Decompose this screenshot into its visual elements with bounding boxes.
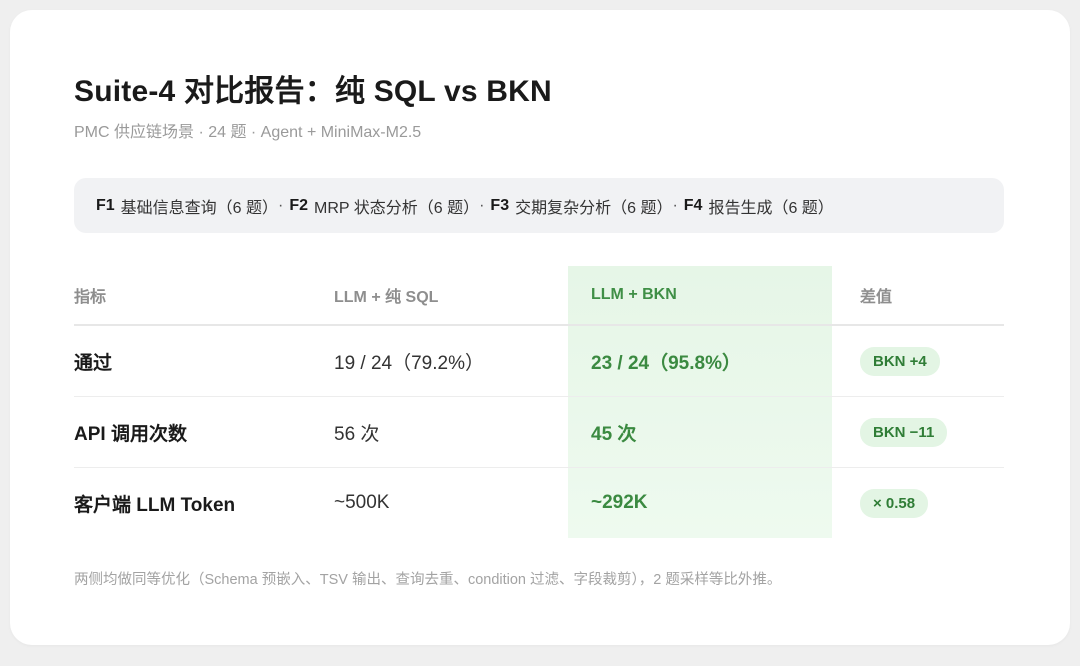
report-card: Suite-4 对比报告：纯 SQL vs BKN PMC 供应链场景 · 24…	[10, 10, 1070, 645]
category-f3: F3 交期复杂分析（6 题） ·	[490, 194, 683, 218]
category-label: 报告生成（6 题）	[708, 199, 834, 217]
header-diff: 差值	[860, 289, 893, 306]
page-title: Suite-4 对比报告：纯 SQL vs BKN	[74, 75, 552, 108]
category-code: F4	[683, 196, 703, 214]
metric-label: 客户端 LLM Token	[74, 494, 236, 516]
header-bkn: LLM + BKN	[591, 286, 677, 303]
page-subtitle: PMC 供应链场景 · 24 题 · Agent + MiniMax-M2.5	[74, 124, 422, 141]
category-separator: ·	[278, 196, 284, 214]
sql-value: 19 / 24（79.2%）	[334, 352, 484, 374]
bkn-value: ~292K	[591, 492, 648, 513]
table-header: 指标 LLM + 纯 SQL LLM + BKN 差值	[74, 266, 1004, 326]
category-label: MRP 状态分析（6 题）	[314, 199, 480, 217]
comparison-table: 指标 LLM + 纯 SQL LLM + BKN 差值 通过 19 / 24（7…	[74, 266, 1004, 538]
metric-label: 通过	[74, 352, 113, 374]
category-code: F2	[289, 196, 309, 214]
diff-cell: BKN +4	[860, 326, 940, 396]
header-sql: LLM + 纯 SQL	[334, 289, 439, 306]
sql-value: 56 次	[334, 423, 380, 445]
category-f4: F4 报告生成（6 题）	[684, 194, 834, 218]
table-row: 客户端 LLM Token ~500K ~292K × 0.58	[74, 468, 1004, 538]
footnote: 两侧均做同等优化（Schema 预嵌入、TSV 输出、查询去重、conditio…	[74, 572, 782, 588]
header-metric: 指标	[74, 289, 107, 306]
bkn-column-highlight	[568, 266, 832, 538]
bkn-value: 23 / 24（95.8%）	[591, 352, 741, 374]
category-bar: F1 基础信息查询（6 题） · F2 MRP 状态分析（6 题） · F3 交…	[74, 178, 1004, 233]
category-f2: F2 MRP 状态分析（6 题） ·	[289, 194, 490, 218]
category-label: 基础信息查询（6 题）	[120, 199, 279, 217]
category-label: 交期复杂分析（6 题）	[515, 199, 673, 217]
diff-cell: BKN −11	[860, 397, 948, 467]
metric-label: API 调用次数	[74, 423, 187, 445]
diff-badge: × 0.58	[860, 488, 929, 518]
category-f1: F1 基础信息查询（6 题） ·	[96, 194, 289, 218]
diff-cell: × 0.58	[860, 468, 929, 538]
category-code: F3	[490, 196, 510, 214]
bkn-value: 45 次	[591, 423, 637, 445]
table-row: API 调用次数 56 次 45 次 BKN −11	[74, 397, 1004, 468]
category-separator: ·	[672, 196, 678, 214]
diff-badge: BKN −11	[860, 417, 948, 447]
sql-value: ~500K	[334, 492, 390, 513]
diff-badge: BKN +4	[860, 346, 940, 376]
table-row: 通过 19 / 24（79.2%） 23 / 24（95.8%） BKN +4	[74, 326, 1004, 397]
category-separator: ·	[479, 196, 485, 214]
category-code: F1	[96, 196, 115, 214]
